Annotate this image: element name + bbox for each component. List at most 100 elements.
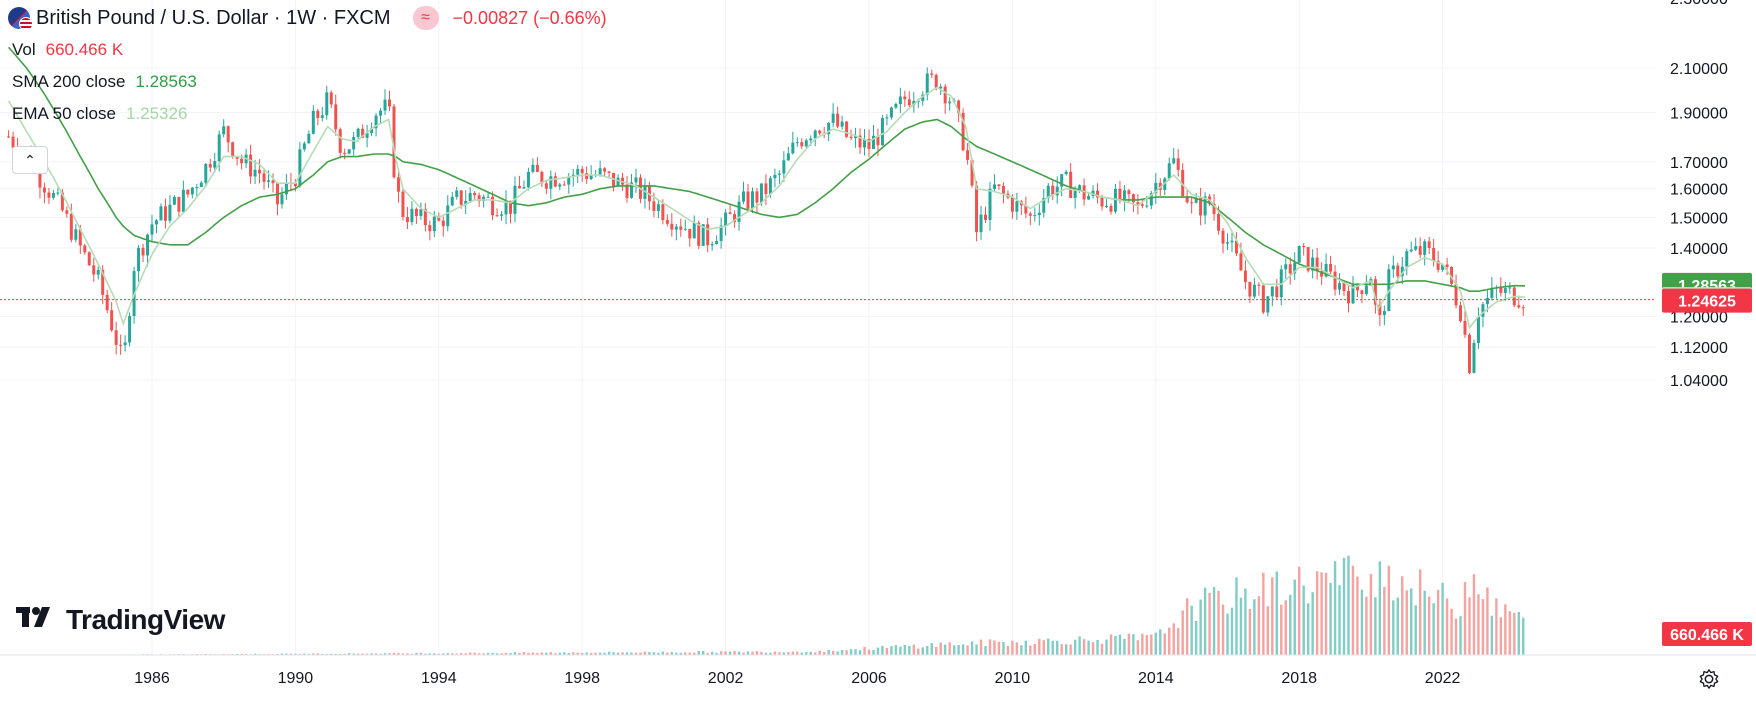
tradingview-logo[interactable]: TradingView (16, 604, 225, 636)
candle-body (437, 216, 441, 221)
volume-bar (952, 645, 956, 655)
candle-body (930, 73, 934, 75)
symbol-title[interactable]: British Pound / U.S. Dollar · 1W · FXCM (36, 6, 391, 29)
candle-body (1521, 307, 1525, 309)
volume-bar (464, 653, 467, 655)
candle-body (1118, 188, 1122, 201)
candle-body (1306, 247, 1310, 271)
candle-body (679, 226, 683, 230)
volume-bar (491, 652, 494, 655)
volume-bar (1199, 599, 1202, 655)
candle-body (589, 174, 593, 180)
candle-body (423, 209, 427, 226)
candle-body (1122, 190, 1126, 201)
volume-bar (1360, 589, 1364, 655)
gear-icon[interactable] (1698, 668, 1720, 690)
volume-bar (970, 641, 974, 655)
price-tick-label: 1.70000 (1670, 155, 1728, 172)
price-tick-label: 1.50000 (1670, 210, 1728, 227)
volume-price-tag: 660.466 K (1662, 622, 1752, 646)
market-status-badge[interactable]: ≈ (412, 6, 439, 30)
volume-legend[interactable]: Vol 660.466 K (12, 40, 123, 60)
volume-bar (603, 652, 606, 655)
time-scale[interactable]: 1986 1990 1994 1998 2002 2006 2010 2014 2018 2022 (0, 654, 1756, 687)
candle-body (1078, 185, 1082, 190)
candle-body (141, 247, 145, 256)
candle-body (146, 234, 150, 256)
candle-body (172, 196, 176, 205)
candle-body (1230, 240, 1234, 243)
volume-bar (1459, 616, 1462, 655)
volume-bar (1064, 644, 1068, 655)
volume-bar (831, 650, 835, 655)
volume-bar (630, 652, 633, 655)
volume-bar (1405, 590, 1408, 655)
candle-body (486, 196, 490, 198)
volume-bar (433, 653, 436, 655)
candle-body (482, 196, 486, 202)
volume-bar (1481, 599, 1485, 655)
candle-body (665, 220, 669, 224)
candle-body (249, 154, 253, 177)
candle-body (562, 184, 566, 186)
candle-body (401, 191, 405, 217)
candle-body (1221, 230, 1225, 244)
candle-body (1324, 263, 1328, 277)
candle-body (558, 184, 562, 187)
candle-body (1055, 186, 1059, 196)
candle-body (1185, 196, 1189, 203)
volume-bar (1275, 571, 1278, 655)
candle-body (1243, 270, 1247, 282)
candle-body (1342, 283, 1346, 292)
candle-body (1481, 304, 1485, 317)
volume-bar (1329, 582, 1332, 655)
time-tick-label: 2006 (851, 670, 887, 687)
tradingview-logo-icon (16, 605, 56, 636)
ema-legend[interactable]: EMA 50 close 1.25326 (12, 104, 187, 124)
candle-body (768, 178, 772, 194)
volume-bar (908, 646, 911, 655)
volume-bar (984, 646, 987, 655)
volume-bar (957, 644, 960, 655)
time-tick-label: 1998 (564, 670, 600, 687)
volume-bar (921, 647, 924, 655)
volume-bar (1432, 603, 1435, 655)
volume-bar (912, 644, 916, 655)
candle-body (137, 247, 141, 272)
candle-body (854, 135, 858, 139)
candle-body (1033, 215, 1037, 217)
volume-bar (863, 646, 866, 655)
collapse-legend-button[interactable]: ⌃ (12, 146, 48, 174)
sma-legend[interactable]: SMA 200 close 1.28563 (12, 72, 197, 92)
volume-bar (890, 646, 893, 655)
candle-body (831, 113, 835, 123)
volume-bar (1033, 643, 1037, 655)
volume-bar (899, 646, 902, 655)
candle-body (388, 99, 392, 107)
sma-line (7, 46, 1526, 292)
price-scale[interactable]: 2.10000 1.90000 1.70000 1.60000 1.50000 1.400… (1670, 0, 1728, 390)
candle-body (177, 196, 181, 212)
volume-bar (1024, 640, 1028, 655)
volume-bar (1262, 572, 1265, 655)
candle-body (1001, 186, 1005, 194)
candle-body (361, 128, 365, 138)
candle-body (204, 164, 208, 183)
volume-bar (1203, 587, 1207, 655)
volume-bar (253, 653, 257, 655)
price-tick-label: 2.30000 (1670, 0, 1728, 8)
candle-body (168, 204, 172, 221)
volume-bar (1096, 640, 1099, 655)
volume-bar (1073, 639, 1077, 655)
symbol-header[interactable]: British Pound / U.S. Dollar · 1W · FXCM … (8, 6, 607, 31)
volume-bar (1136, 640, 1140, 655)
candle-body (320, 115, 324, 118)
candle-body (222, 126, 226, 135)
candle-body (903, 96, 907, 100)
volume-bar (289, 653, 293, 655)
candle-body (181, 189, 185, 212)
volume-bar (1522, 617, 1525, 655)
volume-bar (1445, 598, 1449, 655)
volume-bar (1271, 577, 1274, 655)
